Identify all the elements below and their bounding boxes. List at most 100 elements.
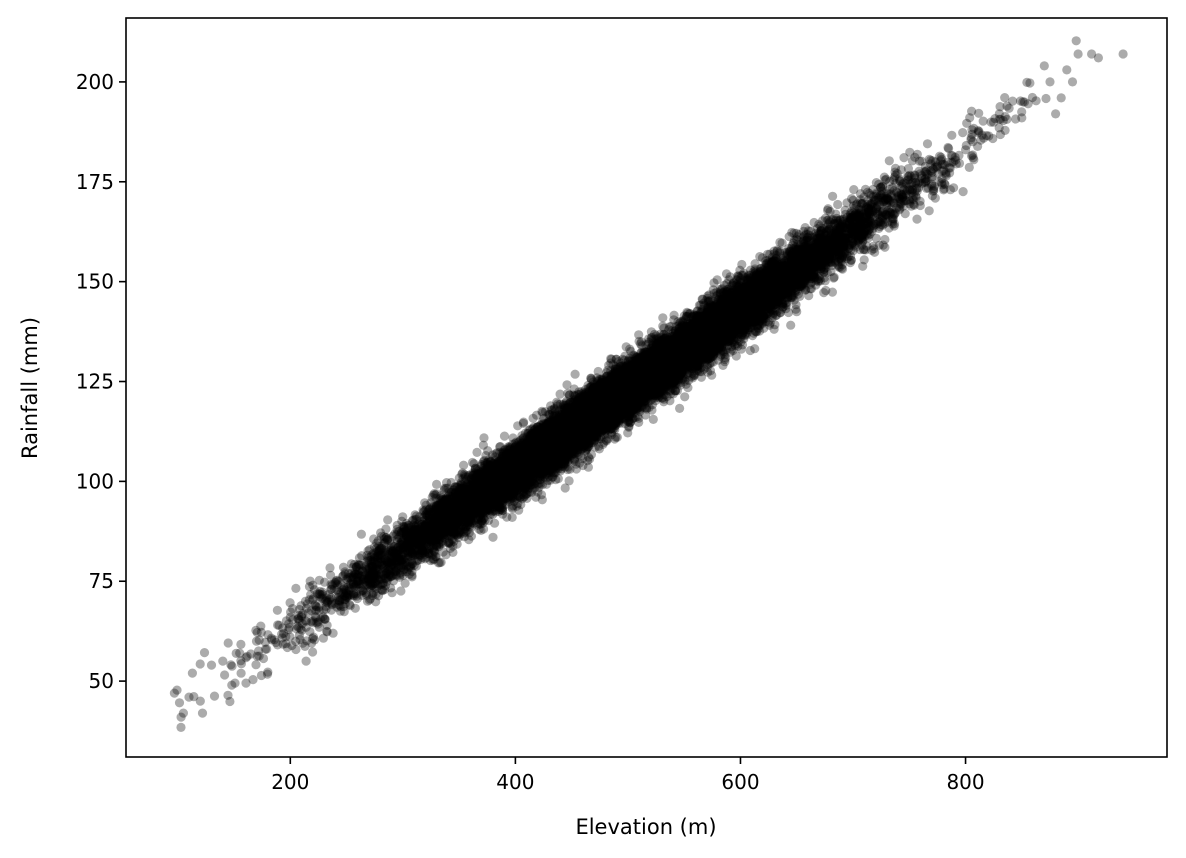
scatter-point bbox=[464, 498, 474, 508]
scatter-point bbox=[567, 430, 577, 440]
scatter-point bbox=[526, 451, 536, 461]
scatter-point bbox=[642, 386, 652, 396]
scatter-point bbox=[613, 398, 623, 408]
scatter-point bbox=[660, 366, 670, 376]
scatter-point bbox=[529, 464, 539, 474]
scatter-point bbox=[1071, 36, 1081, 46]
scatter-point bbox=[526, 457, 537, 467]
scatter-point bbox=[612, 392, 622, 402]
scatter-point bbox=[912, 214, 922, 224]
scatter-point bbox=[176, 722, 186, 733]
scatter-point bbox=[459, 492, 469, 502]
scatter-point bbox=[480, 493, 490, 503]
scatter-point bbox=[715, 330, 725, 340]
scatter-point bbox=[797, 255, 808, 265]
scatter-point bbox=[647, 347, 657, 357]
scatter-point bbox=[786, 251, 796, 261]
scatter-point bbox=[846, 223, 856, 233]
scatter-point bbox=[700, 326, 710, 336]
scatter-point bbox=[767, 285, 777, 295]
scatter-point bbox=[683, 343, 693, 353]
scatter-point bbox=[568, 439, 578, 449]
scatter-point bbox=[718, 337, 729, 347]
scatter-point bbox=[457, 487, 467, 497]
scatter-point bbox=[772, 268, 782, 278]
scatter-point bbox=[666, 353, 676, 363]
scatter-point bbox=[714, 318, 724, 328]
scatter-point bbox=[648, 414, 658, 424]
scatter-point bbox=[725, 318, 735, 328]
scatter-point bbox=[681, 356, 692, 366]
scatter-point bbox=[668, 375, 678, 385]
scatter-point bbox=[706, 303, 716, 313]
scatter-point bbox=[606, 389, 616, 399]
scatter-point bbox=[635, 389, 645, 399]
scatter-point bbox=[699, 316, 709, 326]
scatter-point bbox=[554, 450, 564, 460]
scatter-point bbox=[454, 503, 464, 513]
scatter-point bbox=[586, 422, 596, 433]
scatter-point bbox=[517, 466, 528, 476]
scatter-point bbox=[539, 448, 549, 458]
scatter-point bbox=[739, 308, 749, 318]
scatter-point bbox=[664, 371, 674, 381]
scatter-point bbox=[755, 298, 765, 308]
scatter-point bbox=[649, 365, 659, 375]
scatter-point bbox=[577, 423, 587, 433]
scatter-point bbox=[223, 638, 233, 648]
scatter-point bbox=[605, 398, 615, 408]
scatter-point bbox=[595, 392, 605, 402]
scatter-point bbox=[835, 240, 845, 250]
scatter-point bbox=[613, 382, 623, 392]
scatter-point bbox=[674, 362, 684, 372]
scatter-point bbox=[649, 361, 660, 371]
scatter-point bbox=[709, 306, 719, 316]
scatter-point bbox=[515, 478, 525, 488]
scatter-point bbox=[531, 431, 542, 441]
scatter-point bbox=[485, 481, 495, 491]
scatter-point bbox=[619, 402, 630, 412]
scatter-point bbox=[737, 306, 747, 316]
scatter-point bbox=[686, 350, 696, 360]
scatter-point bbox=[600, 404, 610, 414]
scatter-point bbox=[606, 372, 617, 383]
scatter-point bbox=[563, 415, 573, 425]
scatter-point bbox=[797, 281, 807, 291]
scatter-point bbox=[624, 373, 634, 384]
scatter-point bbox=[711, 322, 722, 333]
scatter-point bbox=[317, 587, 328, 597]
scatter-point bbox=[612, 380, 622, 390]
scatter-point bbox=[774, 270, 784, 280]
scatter-point bbox=[710, 312, 721, 322]
scatter-point bbox=[689, 347, 700, 357]
scatter-point bbox=[800, 254, 810, 265]
scatter-point bbox=[458, 521, 468, 531]
scatter-point bbox=[807, 247, 817, 258]
scatter-point bbox=[577, 425, 587, 435]
scatter-point bbox=[517, 463, 527, 473]
scatter-point bbox=[644, 361, 655, 371]
scatter-point bbox=[570, 425, 580, 435]
scatter-point bbox=[555, 412, 566, 422]
scatter-point bbox=[647, 372, 657, 382]
scatter-point bbox=[473, 496, 484, 506]
scatter-point bbox=[600, 412, 610, 422]
scatter-point bbox=[675, 322, 685, 332]
scatter-point bbox=[574, 387, 584, 397]
scatter-point bbox=[687, 339, 697, 349]
scatter-point bbox=[532, 449, 542, 459]
scatter-point bbox=[787, 276, 797, 287]
scatter-point bbox=[640, 377, 651, 387]
scatter-point bbox=[774, 288, 784, 299]
scatter-point bbox=[433, 525, 443, 535]
scatter-point bbox=[491, 470, 502, 480]
scatter-point bbox=[678, 328, 688, 338]
scatter-point bbox=[660, 351, 670, 362]
scatter-point bbox=[809, 232, 820, 242]
scatter-point bbox=[712, 315, 722, 326]
scatter-point bbox=[573, 413, 583, 423]
scatter-point bbox=[756, 311, 767, 321]
scatter-point bbox=[800, 247, 810, 257]
scatter-point bbox=[608, 389, 618, 399]
